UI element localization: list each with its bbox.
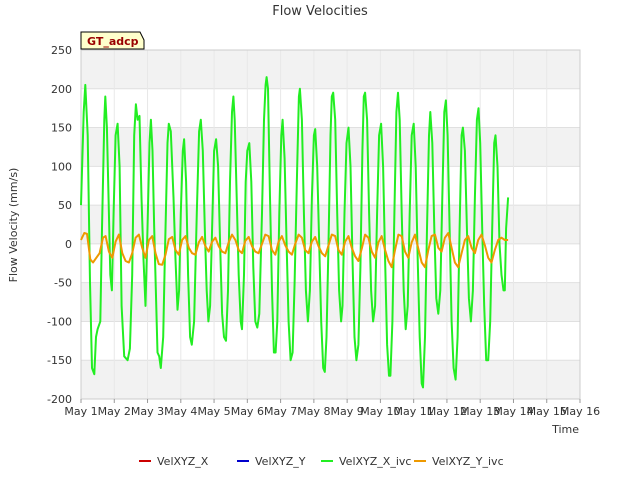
x-axis-title: Time — [551, 423, 579, 436]
x-tick-label: May 9 — [331, 405, 364, 418]
legend-label: VelXYZ_X — [157, 455, 209, 468]
x-tick-label: May 16 — [560, 405, 600, 418]
x-tick-label: May 13 — [460, 405, 500, 418]
y-tick-label: 200 — [51, 83, 72, 96]
y-axis: -200 -150 -100 -50 0 50 100 150 200 250 — [47, 44, 72, 406]
y-tick-label: 250 — [51, 44, 72, 57]
y-tick-label: -150 — [47, 354, 72, 367]
badge-label: GT_adcp — [87, 35, 139, 48]
plot-band — [81, 50, 580, 89]
x-tick-label: May 11 — [394, 405, 434, 418]
plot-band — [81, 360, 580, 399]
y-axis-title: Flow Velocity (mm/s) — [7, 168, 20, 283]
y-tick-label: 0 — [65, 238, 72, 251]
y-tick-label: -200 — [47, 393, 72, 406]
x-tick-label: May 6 — [231, 405, 264, 418]
x-tick-label: May 10 — [360, 405, 400, 418]
y-tick-label: 100 — [51, 160, 72, 173]
chart-title: Flow Velocities — [272, 4, 368, 19]
x-tick-label: May 2 — [98, 405, 131, 418]
x-tick-label: May 5 — [197, 405, 230, 418]
legend-label: VelXYZ_Y — [255, 455, 306, 468]
y-tick-label: -100 — [47, 315, 72, 328]
x-tick-label: May 15 — [527, 405, 567, 418]
series-line-VelXYZ_Y_ivc — [80, 232, 509, 269]
plot-area-frame — [80, 49, 581, 400]
legend-label: VelXYZ_X_ivc — [339, 455, 411, 468]
x-tick-label: May 12 — [427, 405, 467, 418]
x-tick-label: May 7 — [264, 405, 297, 418]
badge-box — [80, 31, 145, 50]
x-axis: May 1 May 2 May 3 May 4 May 5 May 6 May 7 May 8… — [64, 399, 600, 418]
plot-bands — [81, 50, 580, 399]
badge: GT_adcp — [80, 31, 145, 50]
legend: VelXYZ_X VelXYZ_Y VelXYZ_X_ivc VelXYZ_Y_ivc — [139, 455, 504, 468]
y-tick-label: -50 — [54, 277, 72, 290]
legend-label: VelXYZ_Y_ivc — [432, 455, 504, 468]
series-lines — [80, 76, 510, 389]
x-tick-label: May 4 — [164, 405, 197, 418]
y-tick-label: 50 — [58, 199, 72, 212]
x-tick-label: May 1 — [64, 405, 97, 418]
x-tick-label: May 14 — [493, 405, 533, 418]
y-tick-label: 150 — [51, 122, 72, 135]
x-tick-label: May 3 — [131, 405, 164, 418]
x-tick-label: May 8 — [297, 405, 330, 418]
